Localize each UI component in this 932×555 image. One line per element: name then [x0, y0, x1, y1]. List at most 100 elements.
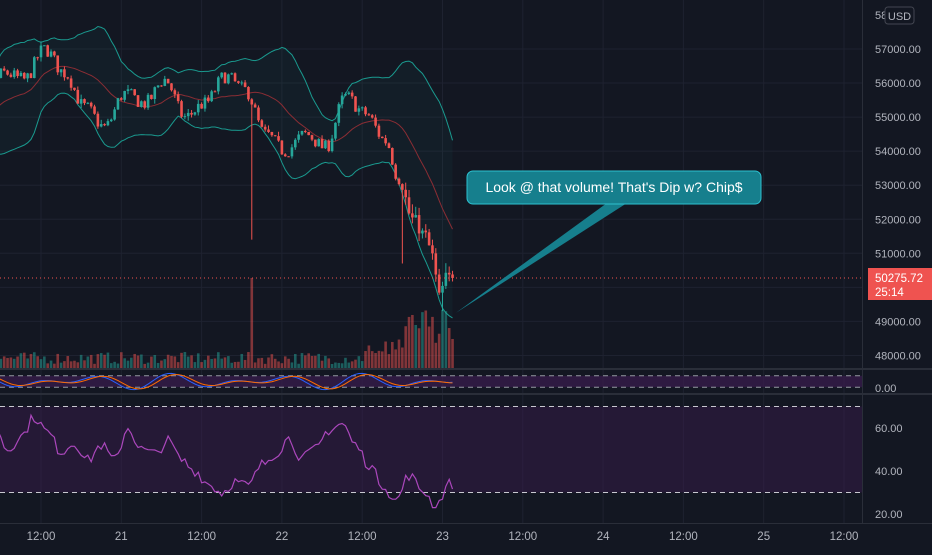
- volume-bar: [109, 363, 113, 368]
- volume-bar: [76, 362, 80, 368]
- volume-bar: [6, 357, 9, 368]
- time-tick-label: 22: [276, 531, 289, 543]
- volume-bar: [223, 357, 227, 368]
- candle-body: [260, 120, 264, 127]
- volume-bar: [447, 328, 451, 368]
- volume-bar: [116, 363, 120, 368]
- volume-bar: [417, 328, 421, 368]
- candle-body: [69, 78, 73, 88]
- candle-body: [170, 83, 173, 91]
- volume-bar: [340, 363, 344, 368]
- candle-body: [120, 98, 123, 100]
- candle-countdown: 25:14: [875, 287, 904, 299]
- callout-text: Look @ that volume! That's Dip w? Chip$: [485, 179, 742, 195]
- volume-bar: [360, 361, 364, 368]
- stochastic-pane: [0, 372, 862, 391]
- volume-bar: [334, 362, 337, 368]
- candle-body: [33, 57, 36, 79]
- candle-body: [16, 70, 19, 77]
- volume-bar: [93, 363, 96, 368]
- volume-bar: [314, 355, 317, 368]
- candle-body: [180, 101, 183, 117]
- volume-bar: [277, 361, 280, 368]
- volume-bar: [46, 363, 49, 368]
- volume-bar: [427, 326, 431, 368]
- candle-body: [140, 101, 143, 107]
- volume-bar: [66, 356, 70, 368]
- candle-body: [404, 189, 407, 198]
- candle-body: [273, 135, 277, 137]
- volume-bar: [16, 356, 19, 368]
- candle-body: [79, 99, 83, 104]
- candle-body: [287, 156, 290, 158]
- candle-body: [233, 73, 237, 82]
- last-price-badge-box: [868, 268, 932, 300]
- price-tick-label: 48000.00: [875, 350, 921, 362]
- callout-box[interactable]: [466, 170, 762, 205]
- price-axis: 57000.00 56000.00 55000.00 54000.00 53000.00…: [875, 44, 921, 395]
- candle-body: [437, 274, 441, 293]
- volume-bar: [394, 349, 397, 368]
- candle-body: [277, 136, 280, 141]
- volume-bars: [0, 278, 454, 368]
- stoch-tick-label: 0.00: [875, 383, 896, 395]
- volume-bar: [304, 355, 307, 368]
- volume-bar: [387, 354, 391, 368]
- candle-body: [63, 69, 66, 78]
- candle-body: [360, 107, 364, 109]
- candle-body: [176, 94, 180, 102]
- volume-bar: [431, 316, 434, 368]
- candle-body: [193, 112, 197, 115]
- volume-bar: [113, 361, 116, 368]
- rsi-tick-label: 20.00: [875, 509, 903, 521]
- candle-body: [421, 230, 424, 234]
- volume-bar: [293, 354, 297, 368]
- volume-bar: [173, 356, 177, 368]
- candle-body: [267, 129, 270, 133]
- candle-body: [2, 68, 6, 71]
- candle-body: [210, 91, 213, 102]
- volume-bar: [350, 361, 354, 368]
- volume-bar: [0, 358, 3, 368]
- volume-bar: [374, 353, 377, 368]
- volume-bar: [411, 314, 414, 368]
- candle-body: [283, 154, 287, 157]
- candle-body: [401, 184, 404, 190]
- candle-body: [337, 104, 341, 123]
- candle-body: [243, 82, 247, 87]
- volume-bar: [36, 356, 39, 368]
- candle-body: [109, 119, 113, 122]
- volume-bar: [146, 362, 150, 368]
- candle-body: [227, 74, 230, 84]
- candle-body: [317, 139, 321, 147]
- currency-badge[interactable]: USD: [888, 11, 911, 23]
- price-tick-label: 51000.00: [875, 248, 921, 260]
- candle-body: [6, 70, 9, 75]
- bollinger-fill: [0, 26, 453, 318]
- candle-body: [36, 57, 39, 59]
- candle-body: [451, 274, 454, 278]
- volume-bar: [227, 356, 230, 368]
- candle-body: [203, 97, 207, 109]
- volume-bar: [247, 352, 250, 368]
- candle-body: [431, 245, 434, 254]
- candle-body: [397, 178, 401, 185]
- price-tick-label: 55000.00: [875, 112, 921, 124]
- candle-body: [93, 106, 96, 114]
- candle-body: [103, 124, 106, 126]
- time-tick-label: 12:00: [669, 531, 698, 543]
- candle-body: [160, 85, 163, 87]
- volume-bar: [233, 361, 237, 368]
- annotation-callout[interactable]: Look @ that volume! That's Dip w? Chip$: [455, 170, 762, 313]
- volume-bar: [290, 362, 294, 368]
- candle-body: [394, 164, 397, 179]
- volume-bar: [19, 353, 23, 368]
- candle-body: [344, 93, 347, 96]
- candle-body: [354, 96, 357, 112]
- volume-bar: [317, 353, 321, 368]
- volume-bar: [153, 355, 157, 368]
- volume-bar: [444, 311, 448, 368]
- candle-body: [374, 117, 377, 126]
